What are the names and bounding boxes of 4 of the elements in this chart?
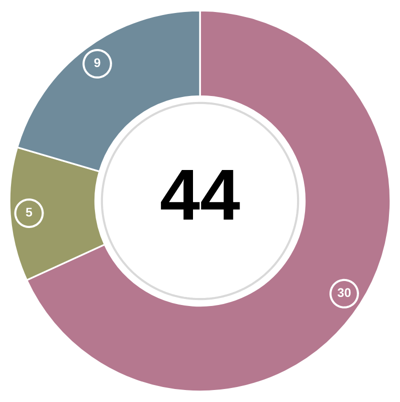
text: 44 [160, 170, 240, 220]
data-label: 9 [94, 58, 100, 68]
data-label: 5 [26, 208, 32, 217]
data-label: 30 [338, 288, 351, 298]
